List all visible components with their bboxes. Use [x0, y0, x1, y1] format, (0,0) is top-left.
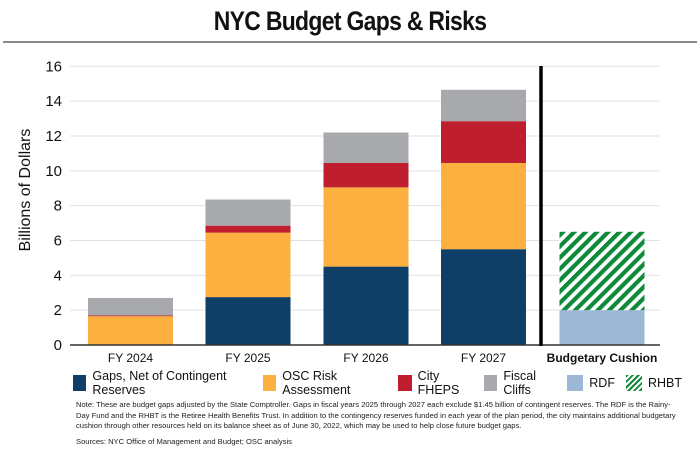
chart-sources: Sources: NYC Office of Management and Bu…: [76, 437, 292, 446]
bar-segment-fiscal-cliffs: [441, 89, 526, 122]
y-tick-label: 14: [45, 93, 62, 110]
bar-segment-osc-risk-assessment: [88, 316, 173, 345]
legend-swatch: [73, 375, 87, 391]
legend-swatch: [625, 375, 642, 391]
bar-segment-city-fheps: [205, 225, 291, 233]
chart-note: Note: These are budget gaps adjusted by …: [76, 400, 676, 430]
y-axis-label: Billions of Dollars: [17, 129, 34, 252]
bar-segment-city-fheps: [323, 162, 409, 188]
legend-item: City FHEPS: [398, 369, 473, 397]
bar-segment-gaps-net-of-contingent-reserves: [441, 249, 526, 345]
legend-swatch: [567, 375, 584, 391]
bar-segment-city-fheps: [88, 315, 173, 317]
legend-label: OSC Risk Assessment: [282, 369, 351, 397]
bar-chart: 0 2 4 6 8 10 12 14 16 Billions of Dollars FY 202…: [17, 58, 660, 365]
y-tick-label: 10: [45, 163, 62, 180]
legend-label: Gaps, Net of Contingent Reserves: [92, 369, 227, 397]
legend-label: RHBT: [647, 376, 682, 390]
chart-title: NYC Budget Gaps & Risks: [213, 6, 487, 36]
bar-segment-gaps-net-of-contingent-reserves: [205, 297, 291, 345]
bar-segment-city-fheps: [441, 121, 526, 163]
y-tick-label: 8: [54, 198, 62, 215]
bar-segment-osc-risk-assessment: [323, 187, 409, 267]
y-tick-label: 2: [54, 302, 62, 319]
legend-label: RDF: [589, 376, 615, 390]
x-tick-label: FY 2026: [343, 351, 388, 365]
bar-segment-rdf: [559, 310, 645, 345]
legend-item: Gaps, Net of Contingent Reserves: [73, 369, 252, 397]
x-axis-ticks: FY 2024 FY 2025 FY 2026 FY 2027 Budgetary Cu…: [108, 351, 657, 365]
bar-segment-fiscal-cliffs: [205, 199, 291, 226]
legend-item: RHBT: [625, 375, 682, 391]
legend-item: RDF: [567, 375, 615, 391]
legend: Gaps, Net of Contingent Reserves OSC Risk…: [73, 369, 693, 397]
bar-segment-osc-risk-assessment: [205, 232, 291, 298]
bars: [88, 89, 645, 345]
legend-item: Fiscal Cliffs: [484, 369, 556, 397]
x-tick-label: FY 2025: [225, 351, 270, 365]
legend-swatch: [398, 375, 412, 391]
bar-segment-osc-risk-assessment: [441, 162, 526, 250]
legend-label: Fiscal Cliffs: [503, 369, 537, 397]
y-tick-label: 12: [45, 128, 62, 145]
y-axis-ticks: 0 2 4 6 8 10 12 14 16: [45, 58, 62, 354]
y-tick-label: 16: [45, 58, 62, 75]
x-tick-label: FY 2027: [461, 351, 506, 365]
legend-swatch: [484, 375, 498, 391]
bar-segment-rhbt: [559, 231, 645, 311]
bar-segment-fiscal-cliffs: [88, 297, 173, 316]
title-divider: [3, 41, 697, 43]
y-tick-label: 0: [54, 337, 62, 354]
legend-item: OSC Risk Assessment: [262, 369, 387, 397]
bar-segment-gaps-net-of-contingent-reserves: [323, 266, 409, 345]
x-tick-label: FY 2024: [108, 351, 153, 365]
legend-label: City FHEPS: [417, 369, 460, 397]
y-tick-label: 6: [54, 232, 62, 249]
y-tick-label: 4: [54, 267, 62, 284]
legend-swatch: [262, 375, 277, 391]
bar-segment-fiscal-cliffs: [323, 132, 409, 163]
x-tick-label: Budgetary Cushion: [547, 351, 658, 365]
